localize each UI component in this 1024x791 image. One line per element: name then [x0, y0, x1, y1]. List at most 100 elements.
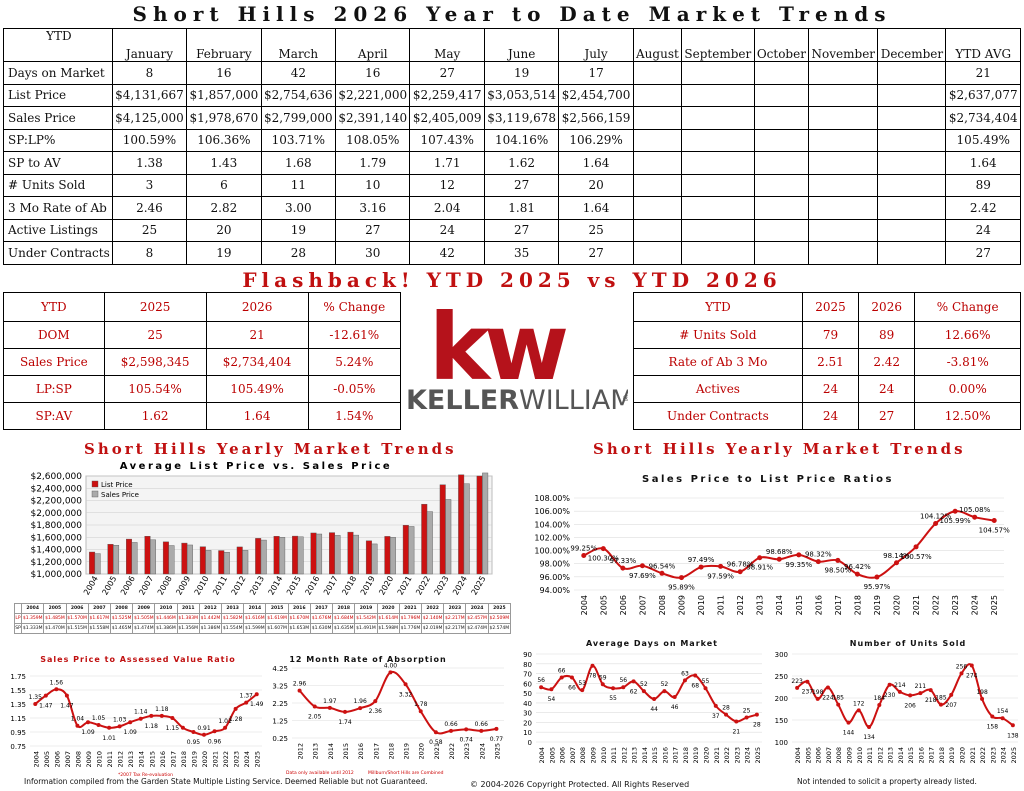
x-tick-label: 2017	[372, 743, 380, 760]
bar-list	[347, 531, 354, 575]
data-point	[86, 720, 90, 725]
table-cell: 1.64	[945, 151, 1021, 175]
table-row-label: LP	[13, 613, 23, 624]
table-year: 2017	[309, 603, 334, 614]
table-year: 2021	[398, 603, 423, 614]
bar-sales	[242, 550, 249, 575]
x-tick-label: 2020	[893, 595, 902, 615]
data-label: 0.91	[197, 725, 211, 732]
data-label: 237	[802, 689, 814, 696]
data-label: 99.25%	[570, 545, 597, 553]
table-value: $1.670M	[287, 613, 311, 624]
compare-cell: -0.05%	[307, 375, 402, 403]
table-cell	[877, 151, 947, 175]
data-point	[991, 518, 997, 524]
table-cell	[753, 128, 810, 152]
compare-cell: 1.64	[205, 402, 309, 430]
y-tick-label: 104.00%	[534, 520, 570, 529]
data-label: 46	[671, 704, 679, 711]
x-tick-label: 2004	[794, 747, 802, 764]
table-value: $1.598M	[376, 623, 400, 634]
bar-list	[181, 542, 188, 575]
x-tick-label: 2009	[590, 747, 598, 764]
data-label: 25	[743, 708, 751, 715]
table-cell: $4,131,667	[111, 83, 188, 107]
compare-cell: Rate of Ab 3 Mo	[633, 348, 803, 376]
chart-title: 12 Month Rate of Absorption	[289, 655, 446, 664]
data-point	[641, 689, 646, 694]
x-tick-label: 2018	[340, 575, 358, 597]
bar-sales	[113, 545, 120, 575]
x-tick-label: 2006	[119, 575, 137, 597]
table-cell	[877, 196, 947, 220]
data-point	[159, 713, 164, 718]
data-point	[854, 571, 860, 577]
data-point	[96, 723, 101, 727]
data-label: 1.01	[102, 735, 116, 742]
compare-table-left: YTD 2025 2026% Change DOM 25 21 -12.61% Sales P…	[3, 292, 402, 430]
y-tick-label: 150	[775, 717, 788, 725]
table-cell: 108.05%	[335, 128, 411, 152]
data-label: 37	[712, 713, 720, 720]
y-tick-label: 300	[775, 651, 788, 659]
table-cell: 27	[409, 61, 485, 85]
compare-cell: 105.49%	[205, 375, 309, 403]
table-row: Sales Price $4,125,000 $1,978,670 $2,799,00…	[3, 106, 1021, 130]
header-ytd-avg: YTD AVG	[945, 28, 1021, 62]
compare-cell: 12.66%	[914, 321, 1021, 349]
compare-table-right: YTD 2025 2026% Change # Units Sold 79 89 12.66…	[633, 292, 1021, 430]
table-cell	[808, 83, 879, 107]
data-label: 0.66	[475, 721, 489, 728]
keller-williams-logo: kw KELLERWILLIAMS ®	[404, 294, 651, 416]
data-label: 1.05	[92, 715, 106, 722]
x-tick-label: 2010	[193, 575, 211, 597]
table-cell: 1.38	[111, 151, 188, 175]
data-label: 98.32%	[805, 551, 832, 559]
data-label: 4.00	[384, 662, 398, 669]
x-tick-label: 2023	[433, 575, 451, 597]
data-label: 53	[578, 680, 586, 687]
table-cell: 12	[409, 173, 485, 197]
x-tick-label: 2020	[418, 743, 426, 760]
bar-sales	[353, 534, 359, 575]
bar-list	[421, 503, 428, 575]
data-point	[611, 686, 616, 691]
data-point	[877, 703, 882, 708]
compare-cell: 79	[801, 321, 860, 349]
table-year: 2006	[65, 603, 89, 614]
data-label: 95.89%	[668, 584, 695, 592]
x-tick-label: 2024	[744, 747, 752, 764]
footer-copyright: © 2004-2026 Copyright Protected. All Rig…	[470, 780, 690, 789]
compare-row: DOM 25 21 -12.61%	[3, 321, 402, 349]
table-value: $1.630M	[309, 623, 334, 634]
header-november: November	[808, 28, 879, 62]
data-point	[191, 730, 196, 734]
series-line	[796, 663, 1014, 729]
data-point	[897, 689, 902, 694]
bar-list	[329, 532, 335, 575]
data-label: 59	[599, 674, 607, 681]
bar-sales	[389, 537, 396, 575]
bar-list	[162, 541, 169, 575]
table-cell	[632, 151, 683, 175]
table-cell: $2,799,000	[260, 106, 337, 130]
table-cell	[681, 173, 755, 197]
data-label: 206	[904, 702, 916, 709]
legend-swatch	[91, 480, 99, 488]
table-value: $2.217M	[443, 613, 467, 624]
bar-list	[292, 535, 299, 575]
table-value: $1.607M	[265, 623, 289, 634]
compare-cell: $2,598,345	[103, 348, 207, 376]
table-value: $1.446M	[154, 613, 178, 624]
table-cell: 2.42	[945, 196, 1021, 220]
x-tick-label: 2012	[230, 575, 248, 597]
table-row: SP to AV 1.38 1.43 1.68 1.79 1.71 1.62 1.64 1.64	[3, 151, 1021, 175]
x-tick-label: 2020	[377, 575, 395, 597]
data-label: 100.57%	[900, 553, 931, 561]
table-value: $1.684M	[332, 613, 356, 624]
x-tick-label: 2024	[478, 743, 486, 760]
data-point	[343, 709, 347, 714]
table-cell: 3	[111, 173, 188, 197]
table-value: $2.140M	[421, 613, 445, 624]
data-point	[682, 678, 687, 683]
